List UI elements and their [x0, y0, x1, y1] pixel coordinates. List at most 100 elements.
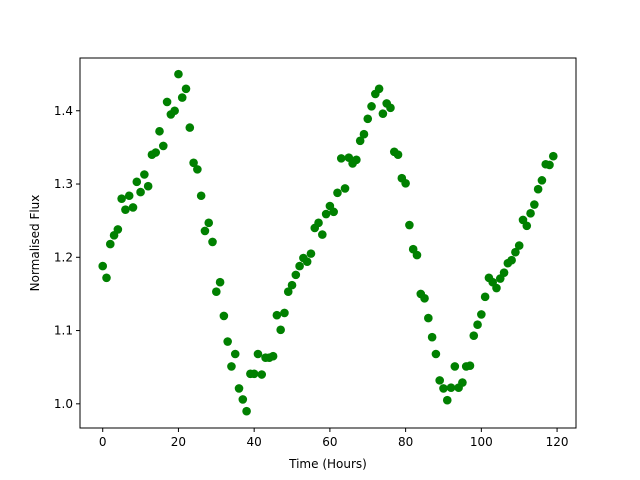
data-point [200, 226, 210, 236]
data-point [140, 170, 149, 179]
data-point [234, 384, 244, 393]
data-point [249, 369, 259, 379]
data-point [522, 221, 532, 231]
x-tick-label: 100 [470, 435, 493, 449]
data-point [530, 200, 539, 209]
x-tick-label: 120 [546, 435, 569, 449]
data-point [105, 239, 115, 249]
data-point [287, 280, 297, 290]
data-point [450, 362, 460, 371]
data-point [174, 69, 183, 79]
data-point [295, 261, 304, 271]
data-point [318, 230, 327, 239]
x-axis-ticks: 0 20 40 60 80 100 120 [99, 428, 569, 449]
data-point [477, 310, 486, 319]
data-points [98, 69, 558, 416]
data-point [280, 308, 289, 318]
data-point [431, 349, 441, 359]
data-point [208, 237, 217, 247]
y-tick-label: 1.4 [54, 104, 73, 118]
data-point [514, 241, 524, 250]
y-tick-label: 1.0 [54, 397, 73, 411]
data-point [446, 383, 456, 393]
data-point [272, 310, 282, 320]
data-point [143, 181, 153, 191]
data-point [276, 325, 285, 335]
y-tick-label: 1.3 [54, 177, 73, 191]
y-tick-label: 1.2 [54, 250, 73, 264]
data-point [102, 273, 111, 283]
data-point [219, 311, 229, 321]
data-point [374, 84, 384, 94]
data-point [412, 250, 422, 260]
data-point [121, 205, 130, 214]
data-point [193, 165, 202, 174]
data-point [113, 225, 123, 234]
data-point [181, 84, 191, 94]
data-point [196, 191, 206, 201]
data-point [158, 141, 168, 151]
data-point [302, 257, 312, 266]
data-point [253, 349, 263, 359]
data-point [329, 207, 338, 217]
data-point [136, 187, 145, 197]
data-point [511, 247, 520, 257]
data-point [405, 220, 414, 230]
data-point [124, 191, 134, 201]
data-point [162, 97, 172, 107]
data-point [227, 362, 236, 371]
data-point [401, 178, 410, 188]
y-tick-label: 1.1 [54, 324, 73, 338]
data-point [268, 351, 278, 361]
x-tick-label: 0 [99, 435, 107, 449]
data-point [435, 376, 444, 385]
data-point [117, 194, 126, 203]
data-point [212, 287, 221, 297]
data-point [333, 188, 342, 198]
data-point [314, 218, 323, 228]
data-point [98, 261, 108, 271]
data-point [336, 154, 346, 163]
data-point [458, 378, 467, 387]
data-point [363, 114, 373, 124]
data-point [355, 136, 365, 146]
data-point [427, 332, 437, 342]
x-tick-label: 80 [398, 435, 413, 449]
data-point [151, 148, 161, 157]
data-point [469, 331, 479, 340]
data-point [537, 176, 547, 185]
data-point [215, 277, 225, 287]
data-point [306, 249, 316, 258]
data-point [499, 268, 509, 277]
data-point [386, 103, 395, 113]
data-point [257, 370, 267, 379]
data-point [242, 406, 251, 416]
x-tick-label: 60 [322, 435, 337, 449]
y-axis-label: Normalised Flux [28, 195, 42, 292]
data-point [367, 102, 376, 111]
data-point [465, 361, 475, 371]
data-point [480, 292, 490, 302]
data-point [185, 123, 195, 132]
plot-frame [79, 57, 577, 429]
x-tick-label: 40 [247, 435, 262, 449]
data-point [155, 126, 164, 136]
data-point [223, 337, 232, 346]
x-tick-label: 20 [171, 435, 186, 449]
data-point [492, 283, 501, 293]
data-point [352, 155, 361, 165]
data-point [424, 313, 433, 323]
x-axis-label: Time (Hours) [288, 457, 367, 471]
data-point [378, 109, 388, 118]
data-point [526, 209, 535, 218]
data-point [204, 218, 214, 228]
y-axis-ticks: 1.0 1.1 1.2 1.3 1.4 [54, 104, 80, 411]
data-point [420, 294, 429, 303]
data-point [238, 395, 248, 404]
data-point [533, 184, 543, 194]
data-point [189, 158, 198, 168]
data-point [291, 270, 301, 280]
data-point [283, 287, 293, 297]
